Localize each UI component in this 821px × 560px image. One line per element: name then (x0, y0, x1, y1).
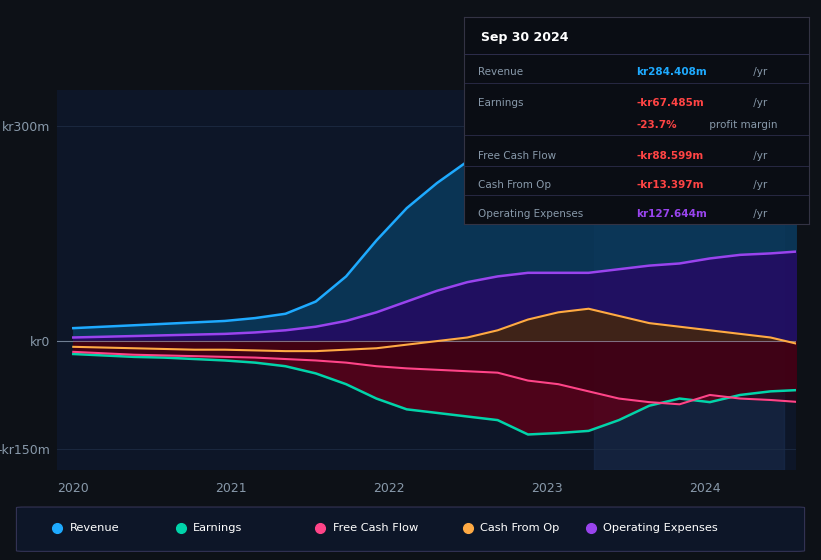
Text: profit margin: profit margin (706, 120, 777, 130)
Text: Revenue: Revenue (70, 523, 119, 533)
Text: Revenue: Revenue (478, 67, 523, 77)
Text: -23.7%: -23.7% (636, 120, 677, 130)
Text: /yr: /yr (750, 152, 768, 161)
Text: /yr: /yr (750, 180, 768, 190)
Text: Sep 30 2024: Sep 30 2024 (481, 31, 569, 44)
Text: Cash From Op: Cash From Op (480, 523, 560, 533)
Text: Free Cash Flow: Free Cash Flow (333, 523, 418, 533)
Text: /yr: /yr (750, 209, 768, 220)
FancyBboxPatch shape (16, 507, 805, 552)
Text: kr284.408m: kr284.408m (636, 67, 707, 77)
Text: Operating Expenses: Operating Expenses (478, 209, 583, 220)
Text: Free Cash Flow: Free Cash Flow (478, 152, 556, 161)
Text: -kr13.397m: -kr13.397m (636, 180, 704, 190)
Text: -kr88.599m: -kr88.599m (636, 152, 704, 161)
Text: -kr67.485m: -kr67.485m (636, 97, 704, 108)
Bar (594, 90, 784, 470)
Text: /yr: /yr (750, 67, 768, 77)
Text: kr127.644m: kr127.644m (636, 209, 707, 220)
Text: Earnings: Earnings (478, 97, 523, 108)
Text: /yr: /yr (750, 97, 768, 108)
Text: Earnings: Earnings (193, 523, 242, 533)
Text: Cash From Op: Cash From Op (478, 180, 551, 190)
Text: Operating Expenses: Operating Expenses (603, 523, 718, 533)
